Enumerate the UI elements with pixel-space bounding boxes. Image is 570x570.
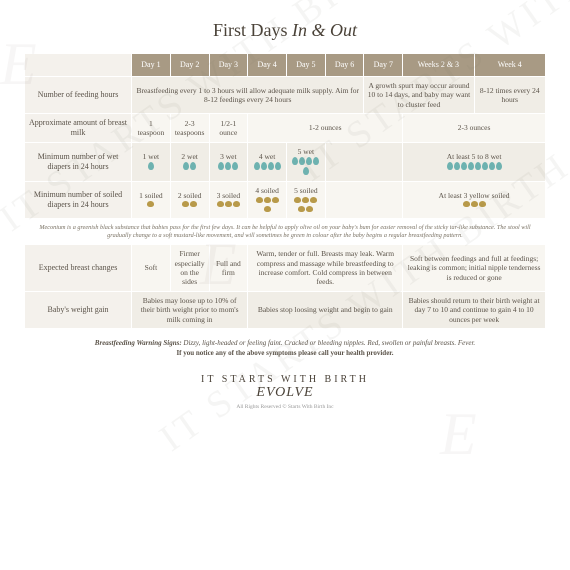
cell: 1/2-1 ounce <box>209 114 248 143</box>
cell: 3 soiled <box>209 182 248 219</box>
row-milk: Approximate amount of breast milk 1 teas… <box>25 114 546 143</box>
cell: Full and firm <box>209 245 248 292</box>
row-label: Approximate amount of breast milk <box>25 114 132 143</box>
cell: 3 wet <box>209 143 248 182</box>
col-day2: Day 2 <box>170 54 209 77</box>
col-weeks23: Weeks 2 & 3 <box>403 54 474 77</box>
cell: 5 soiled <box>286 182 325 219</box>
cell: Warm, tender or full. Breasts may leak. … <box>248 245 403 292</box>
row-label: Baby's weight gain <box>25 291 132 328</box>
col-day6: Day 6 <box>325 54 364 77</box>
header-row: Day 1 Day 2 Day 3 Day 4 Day 5 Day 6 Day … <box>25 54 546 77</box>
row-feeding: Number of feeding hours Breastfeeding ev… <box>25 77 546 114</box>
meconium-note: Meconium is a greenish black substance t… <box>25 219 546 245</box>
drop-icon <box>148 162 154 170</box>
cell: Firmer especially on the sides <box>170 245 209 292</box>
row-label: Expected breast changes <box>25 245 132 292</box>
cell: 2-3 ounces <box>403 114 546 143</box>
cell: A growth spurt may occur around 10 to 14… <box>364 77 474 114</box>
cell: 5 wet <box>286 143 325 182</box>
col-day5: Day 5 <box>286 54 325 77</box>
cell: 4 wet <box>248 143 287 182</box>
col-week4: Week 4 <box>474 54 545 77</box>
cell <box>325 182 402 219</box>
cell: 2 wet <box>170 143 209 182</box>
cell: Breastfeeding every 1 to 3 hours will al… <box>132 77 364 114</box>
row-breast: Expected breast changes Soft Firmer espe… <box>25 245 546 292</box>
feeding-table: Day 1 Day 2 Day 3 Day 4 Day 5 Day 6 Day … <box>24 53 546 329</box>
brand-logo: EVOLVE <box>24 385 546 401</box>
soil-icon <box>147 201 154 207</box>
row-soiled: Minimum number of soiled diapers in 24 h… <box>25 182 546 219</box>
cell: 8-12 times every 24 hours <box>474 77 545 114</box>
cell: 4 soiled <box>248 182 287 219</box>
cell: Babies stop loosing weight and begin to … <box>248 291 403 328</box>
col-day1: Day 1 <box>132 54 171 77</box>
brand-line: IT STARTS WITH BIRTH <box>24 374 546 385</box>
row-label: Number of feeding hours <box>25 77 132 114</box>
cell: 1 teaspoon <box>132 114 171 143</box>
cell: At least 3 yellow soiled <box>403 182 546 219</box>
cell: 1-2 ounces <box>248 114 403 143</box>
row-label: Minimum number of soiled diapers in 24 h… <box>25 182 132 219</box>
row-weight: Baby's weight gain Babies may loose up t… <box>25 291 546 328</box>
cell: 1 soiled <box>132 182 171 219</box>
copyright: All Rights Reserved © Starts With Birth … <box>24 404 546 410</box>
cell <box>325 143 402 182</box>
col-day3: Day 3 <box>209 54 248 77</box>
row-wet: Minimum number of wet diapers in 24 hour… <box>25 143 546 182</box>
col-day7: Day 7 <box>364 54 403 77</box>
cell: 1 wet <box>132 143 171 182</box>
cell: Babies may loose up to 10% of their birt… <box>132 291 248 328</box>
col-day4: Day 4 <box>248 54 287 77</box>
cell: 2 soiled <box>170 182 209 219</box>
cell: Soft <box>132 245 171 292</box>
cell: 2-3 teaspoons <box>170 114 209 143</box>
warning-note: Breastfeeding Warning Signs: Dizzy, ligh… <box>24 339 546 359</box>
row-label: Minimum number of wet diapers in 24 hour… <box>25 143 132 182</box>
col-blank <box>25 54 132 77</box>
cell: Soft between feedings and full at feedin… <box>403 245 546 292</box>
row-note: Meconium is a greenish black substance t… <box>25 219 546 245</box>
cell: Babies should return to their birth weig… <box>403 291 546 328</box>
page-title: First Days In & Out <box>24 20 546 41</box>
cell: At least 5 to 8 wet <box>403 143 546 182</box>
